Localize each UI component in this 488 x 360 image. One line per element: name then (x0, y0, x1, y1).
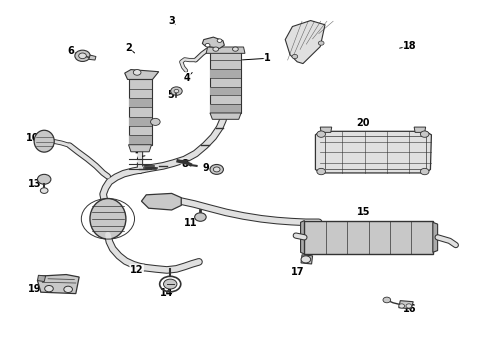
Polygon shape (300, 221, 304, 254)
Circle shape (75, 50, 90, 62)
Text: 1: 1 (264, 53, 270, 63)
Text: 14: 14 (160, 288, 173, 298)
Text: 11: 11 (183, 218, 197, 228)
Text: 12: 12 (130, 265, 143, 275)
Text: 9: 9 (203, 163, 209, 173)
Text: 18: 18 (402, 41, 416, 51)
Polygon shape (209, 86, 241, 95)
Polygon shape (285, 21, 325, 64)
Circle shape (170, 87, 182, 95)
Circle shape (150, 118, 160, 125)
Polygon shape (202, 37, 224, 48)
Polygon shape (38, 275, 45, 282)
Circle shape (163, 279, 177, 289)
Circle shape (291, 54, 297, 59)
Text: 3: 3 (168, 16, 175, 26)
Circle shape (38, 174, 51, 184)
Polygon shape (315, 131, 430, 173)
Polygon shape (128, 98, 151, 107)
Circle shape (405, 304, 411, 308)
Text: 15: 15 (356, 207, 369, 217)
Text: 6: 6 (67, 46, 74, 56)
Polygon shape (128, 145, 151, 152)
Circle shape (213, 167, 220, 172)
Polygon shape (209, 51, 241, 113)
Polygon shape (124, 69, 159, 80)
Polygon shape (209, 113, 241, 119)
Ellipse shape (90, 198, 125, 239)
Polygon shape (141, 193, 181, 210)
Text: 19: 19 (28, 284, 41, 294)
Polygon shape (209, 104, 241, 113)
Circle shape (174, 89, 179, 93)
Ellipse shape (34, 130, 54, 152)
Circle shape (44, 285, 53, 292)
Text: 16: 16 (402, 304, 416, 314)
Polygon shape (209, 69, 241, 78)
Polygon shape (206, 47, 244, 53)
Circle shape (318, 41, 324, 45)
Circle shape (79, 53, 86, 59)
Circle shape (205, 44, 209, 47)
Circle shape (232, 47, 238, 51)
Polygon shape (128, 135, 151, 145)
Circle shape (133, 69, 141, 75)
Text: 7: 7 (135, 152, 141, 162)
Circle shape (194, 213, 206, 221)
Text: 13: 13 (28, 179, 41, 189)
Circle shape (382, 297, 390, 303)
Circle shape (398, 304, 404, 308)
Text: 4: 4 (183, 73, 190, 83)
Circle shape (64, 286, 72, 293)
Circle shape (301, 256, 310, 263)
Polygon shape (301, 255, 312, 264)
Text: 10: 10 (26, 133, 40, 143)
Text: 17: 17 (291, 267, 305, 278)
Polygon shape (413, 127, 425, 132)
Text: 20: 20 (356, 118, 369, 128)
Circle shape (217, 39, 222, 42)
Text: 5: 5 (166, 90, 173, 100)
Polygon shape (128, 117, 151, 126)
Circle shape (420, 168, 428, 175)
Polygon shape (38, 275, 79, 294)
Circle shape (41, 188, 48, 193)
Text: 2: 2 (125, 43, 132, 53)
Circle shape (316, 131, 325, 137)
Circle shape (212, 47, 218, 51)
Circle shape (316, 168, 325, 175)
Text: 8: 8 (181, 159, 188, 169)
Polygon shape (89, 55, 96, 60)
Polygon shape (432, 222, 437, 252)
Circle shape (209, 165, 223, 174)
Polygon shape (398, 301, 412, 309)
Polygon shape (304, 221, 432, 254)
Polygon shape (320, 127, 331, 132)
Polygon shape (128, 80, 151, 145)
Circle shape (420, 131, 428, 137)
